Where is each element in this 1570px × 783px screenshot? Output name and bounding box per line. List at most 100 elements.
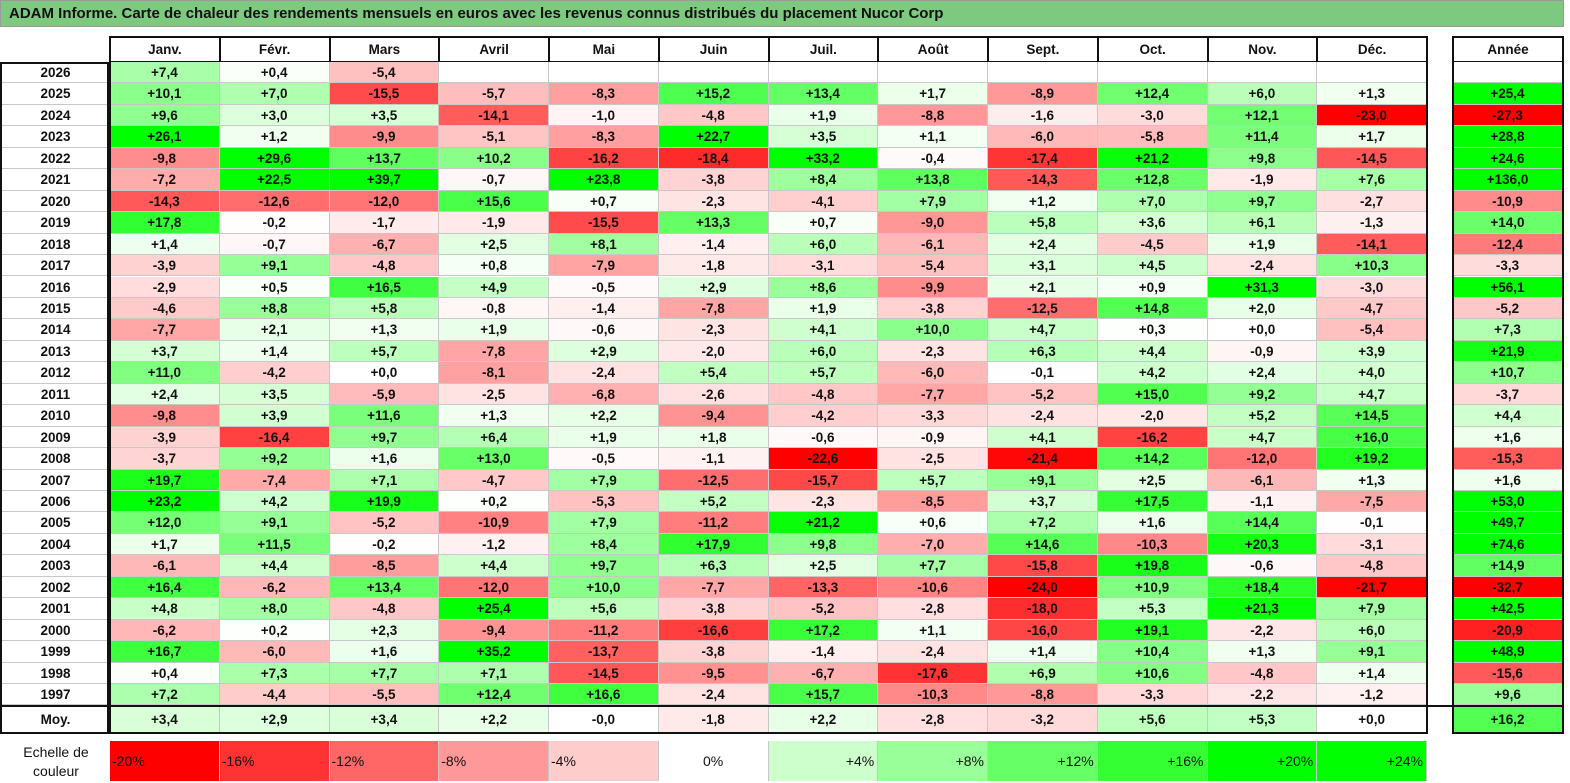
heatmap-cell: +7,9: [878, 190, 988, 213]
color-scale-stop: +24%: [1317, 741, 1427, 781]
heatmap-cell: -0,8: [439, 297, 549, 320]
heatmap-cell: +7,2: [110, 684, 220, 706]
heatmap-cell: -10,3: [878, 684, 988, 706]
heatmap-cell: -8,9: [988, 83, 1098, 105]
annual-cell: +136,0: [1453, 169, 1563, 191]
heatmap-cell: +0,5: [219, 276, 330, 298]
average-cell: -0,0: [549, 705, 659, 733]
year-label: 2003: [2, 555, 110, 577]
month-header: Janv.: [110, 36, 220, 62]
heatmap-cell: +1,2: [219, 126, 330, 148]
heatmap-cell: +6,1: [1207, 212, 1318, 234]
heatmap-cell: +23,2: [110, 491, 220, 513]
heatmap-cell: -5,7: [439, 83, 549, 105]
heatmap-cell: +0,7: [768, 212, 879, 234]
heatmap-cell: +6,0: [1207, 83, 1318, 105]
color-scale-stop: -16%: [219, 741, 330, 781]
year-label: 2018: [2, 233, 110, 256]
annual-cell: +14,9: [1453, 555, 1563, 577]
average-cell: -3,2: [988, 705, 1098, 733]
average-label: Moy.: [2, 705, 110, 733]
month-header: Sept.: [988, 36, 1098, 62]
heatmap-cell: +10,9: [1097, 576, 1208, 599]
heatmap-cell: +15,0: [1097, 383, 1208, 406]
heatmap-cell: -5,9: [329, 383, 440, 406]
heatmap-cell: +2,9: [549, 340, 659, 363]
heatmap-cell: +5,7: [878, 469, 988, 491]
heatmap-cell: +35,2: [439, 641, 549, 663]
average-cell: -2,8: [878, 705, 988, 733]
heatmap-cell: -8,3: [549, 126, 659, 148]
heatmap-cell: -2,6: [658, 383, 769, 406]
heatmap-cell: -5,8: [1097, 126, 1208, 148]
average-cell: +5,6: [1097, 705, 1208, 733]
heatmap-cell: +21,2: [768, 512, 879, 534]
heatmap-cell: +0,3: [1097, 319, 1208, 341]
heatmap-cell: +16,4: [110, 576, 220, 599]
heatmap-cell: +29,6: [219, 147, 330, 170]
heatmap-cell: +6,0: [1317, 619, 1427, 642]
heatmap-cell: [1317, 62, 1427, 84]
heatmap-cell: -1,8: [658, 255, 769, 277]
year-label: 2008: [2, 448, 110, 470]
heatmap-cell: -2,3: [658, 190, 769, 213]
heatmap-cell: -2,4: [878, 641, 988, 663]
heatmap-cell: -4,1: [768, 190, 879, 213]
heatmap-cell: +11,4: [1207, 126, 1318, 148]
heatmap-cell: +21,2: [1097, 147, 1208, 170]
heatmap-cell: +2,9: [658, 276, 769, 298]
heatmap-cell: -3,3: [878, 405, 988, 427]
heatmap-cell: +6,0: [768, 233, 879, 256]
heatmap-cell: +14,5: [1317, 405, 1427, 427]
heatmap-cell: +3,1: [988, 255, 1098, 277]
heatmap-cell: +1,1: [878, 619, 988, 642]
heatmap-cell: -3,1: [768, 255, 879, 277]
heatmap-cell: -5,3: [549, 491, 659, 513]
color-scale-stop: +16%: [1097, 741, 1208, 781]
heatmap-cell: -11,2: [549, 619, 659, 642]
heatmap-cell: -4,8: [329, 255, 440, 277]
annual-cell: -3,3: [1453, 255, 1563, 277]
heatmap-cell: -10,3: [1097, 533, 1208, 556]
heatmap-cell: -1,7: [329, 212, 440, 234]
month-header: Juil.: [768, 36, 879, 62]
heatmap-cell: -4,8: [1207, 662, 1318, 685]
heatmap-cell: +1,7: [1317, 126, 1427, 148]
heatmap-cell: +14,6: [988, 533, 1098, 556]
heatmap-cell: +15,2: [658, 83, 769, 105]
heatmap-cell: +9,7: [549, 555, 659, 577]
heatmap-cell: +4,1: [988, 426, 1098, 449]
heatmap-cell: +1,2: [988, 190, 1098, 213]
heatmap-cell: +0,6: [878, 512, 988, 534]
heatmap-cell: +8,0: [219, 598, 330, 620]
heatmap-cell: +1,7: [878, 83, 988, 105]
year-label: 2014: [2, 319, 110, 341]
heatmap-cell: -14,5: [549, 662, 659, 685]
heatmap-cell: -2,3: [768, 491, 879, 513]
annual-cell: +48,9: [1453, 641, 1563, 663]
month-header: Nov.: [1207, 36, 1318, 62]
heatmap-cell: +2,4: [1207, 362, 1318, 384]
year-label: 2012: [2, 362, 110, 384]
annual-cell: -12,4: [1453, 233, 1563, 256]
heatmap-cell: +5,2: [1207, 405, 1318, 427]
heatmap-cell: +0,0: [329, 362, 440, 384]
heatmap-cell: -17,6: [878, 662, 988, 685]
annual-cell: +28,8: [1453, 126, 1563, 148]
heatmap-cell: +17,8: [110, 212, 220, 234]
heatmap-cell: -2,4: [1207, 255, 1318, 277]
heatmap-cell: +12,4: [439, 684, 549, 706]
heatmap-cell: -2,4: [549, 362, 659, 384]
heatmap-cell: [988, 62, 1098, 84]
heatmap-cell: -7,4: [219, 469, 330, 491]
heatmap-cell: -1,1: [1207, 491, 1318, 513]
heatmap-cell: +1,9: [768, 104, 879, 127]
heatmap-cell: -8,1: [439, 362, 549, 384]
heatmap-cell: -2,2: [1207, 619, 1318, 642]
year-label: 2009: [2, 426, 110, 449]
heatmap-cell: +12,0: [110, 512, 220, 534]
heatmap-cell: -0,1: [988, 362, 1098, 384]
heatmap-cell: -12,5: [988, 297, 1098, 320]
heatmap-cell: +23,8: [549, 169, 659, 191]
annual-cell: +74,6: [1453, 533, 1563, 556]
